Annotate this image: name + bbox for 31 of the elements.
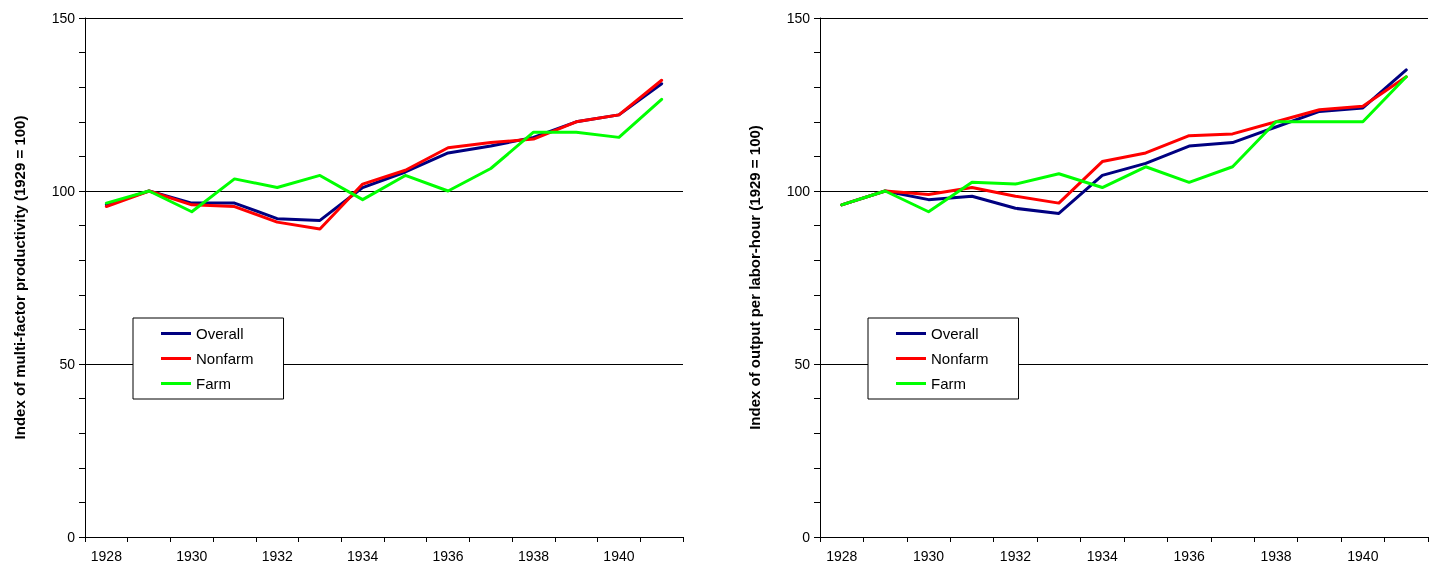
y-tick-label: 50 bbox=[794, 356, 811, 372]
x-tick-label: 1936 bbox=[1173, 548, 1205, 564]
legend-label: Overall bbox=[931, 325, 979, 342]
y-axis-title: Index of multi-factor productivity (1929 = 100) bbox=[11, 115, 28, 440]
y-tick-label: 50 bbox=[59, 356, 76, 372]
x-tick-label: 1934 bbox=[347, 548, 379, 564]
x-tick-label: 1928 bbox=[826, 548, 858, 564]
y-tick-label: 100 bbox=[786, 183, 811, 199]
legend-label: Nonfarm bbox=[931, 350, 989, 367]
y-tick-label: 100 bbox=[51, 183, 76, 199]
x-tick-label: 1940 bbox=[1347, 548, 1379, 564]
x-tick-label: 1932 bbox=[999, 548, 1032, 564]
x-tick-label: 1930 bbox=[176, 548, 208, 564]
legend-label: Farm bbox=[196, 375, 231, 392]
x-tick-label: 1940 bbox=[603, 548, 635, 564]
x-tick-label: 1938 bbox=[517, 548, 550, 564]
x-tick-label: 1930 bbox=[912, 548, 945, 564]
y-tick-label: 150 bbox=[786, 10, 811, 26]
y-tick-label: 150 bbox=[51, 10, 76, 26]
legend-label: Farm bbox=[931, 375, 966, 392]
y-axis-title: Index of output per labor-hour (1929 = 100) bbox=[746, 125, 763, 430]
legend-label: Overall bbox=[196, 325, 244, 342]
y-tick-label: 0 bbox=[802, 529, 811, 545]
x-tick-label: 1936 bbox=[432, 548, 464, 564]
x-tick-label: 1928 bbox=[90, 548, 123, 564]
line-series bbox=[104, 97, 664, 214]
x-tick-label: 1934 bbox=[1086, 548, 1119, 564]
y-tick-label: 0 bbox=[67, 529, 76, 545]
x-tick-label: 1932 bbox=[261, 548, 293, 564]
x-tick-label: 1938 bbox=[1260, 548, 1292, 564]
legend-label: Nonfarm bbox=[196, 350, 254, 367]
